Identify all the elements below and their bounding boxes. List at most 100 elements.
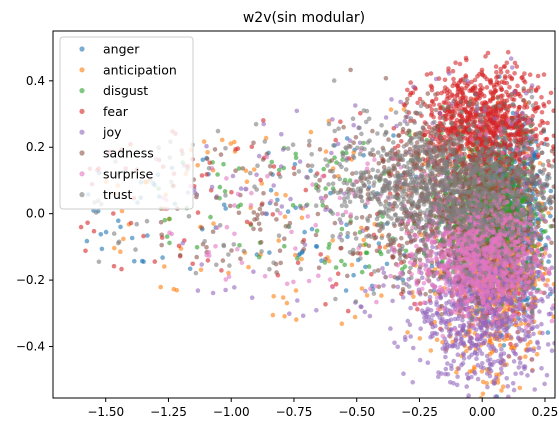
data-point xyxy=(384,261,390,267)
data-point xyxy=(99,246,105,252)
data-point xyxy=(363,264,368,270)
data-point xyxy=(541,72,547,77)
data-point xyxy=(349,262,355,268)
data-point xyxy=(345,308,351,314)
data-point xyxy=(428,300,433,306)
data-point xyxy=(259,181,265,186)
data-point xyxy=(205,150,210,155)
data-point xyxy=(366,264,372,269)
data-point xyxy=(502,362,508,368)
data-point xyxy=(516,365,522,370)
data-point xyxy=(236,166,242,171)
data-point xyxy=(308,168,313,173)
data-point xyxy=(505,121,511,126)
data-point xyxy=(111,263,117,269)
data-point xyxy=(482,93,487,99)
data-point xyxy=(235,204,241,209)
data-point xyxy=(415,100,421,106)
data-point xyxy=(427,294,433,300)
data-point xyxy=(539,118,545,124)
data-point xyxy=(342,262,348,268)
data-point xyxy=(187,266,193,272)
data-point xyxy=(442,77,448,83)
data-point xyxy=(405,330,410,335)
data-point xyxy=(513,320,519,326)
data-point xyxy=(323,302,328,307)
data-point xyxy=(556,313,559,318)
data-point xyxy=(152,259,158,264)
data-point xyxy=(205,258,211,263)
data-point xyxy=(486,122,492,128)
data-point xyxy=(495,74,501,79)
data-point xyxy=(274,191,279,197)
data-point xyxy=(204,172,209,177)
data-point xyxy=(539,140,544,146)
data-point xyxy=(176,243,182,249)
data-point xyxy=(531,294,537,300)
data-point xyxy=(280,295,286,300)
data-point xyxy=(499,87,505,92)
data-point xyxy=(505,69,510,74)
data-point xyxy=(211,221,216,226)
data-point xyxy=(487,116,493,121)
data-point xyxy=(539,321,544,327)
data-point xyxy=(517,360,523,366)
data-point xyxy=(285,209,291,214)
data-point xyxy=(484,381,490,386)
data-point xyxy=(555,112,559,117)
data-point xyxy=(436,374,441,380)
data-point xyxy=(269,159,275,165)
data-point xyxy=(496,109,501,115)
data-point xyxy=(465,330,471,335)
data-point xyxy=(539,95,544,100)
data-point xyxy=(417,357,423,363)
data-point xyxy=(339,258,344,264)
data-point xyxy=(494,122,499,127)
data-point xyxy=(486,111,491,117)
data-point xyxy=(465,114,470,120)
data-point xyxy=(439,327,445,333)
data-point xyxy=(488,79,494,85)
data-point xyxy=(460,91,465,96)
data-point xyxy=(313,244,319,249)
data-point xyxy=(439,318,444,324)
data-point xyxy=(461,351,466,356)
data-point xyxy=(523,318,528,323)
data-point xyxy=(164,234,170,239)
data-point xyxy=(508,341,513,347)
data-point xyxy=(417,96,423,102)
data-point xyxy=(327,241,332,247)
data-point xyxy=(344,222,349,227)
data-point xyxy=(141,259,146,265)
data-point xyxy=(482,100,488,105)
data-point xyxy=(401,371,406,377)
data-point xyxy=(418,301,423,306)
data-point xyxy=(451,76,456,82)
data-point xyxy=(449,363,454,368)
data-point xyxy=(546,99,552,105)
data-point xyxy=(466,393,472,398)
data-point xyxy=(251,167,257,172)
data-point xyxy=(493,375,499,380)
data-point xyxy=(483,54,488,59)
data-point xyxy=(452,316,458,322)
data-point xyxy=(548,90,554,96)
data-point xyxy=(455,352,461,358)
data-point xyxy=(488,332,494,337)
data-point xyxy=(472,364,477,370)
data-point xyxy=(501,351,507,356)
data-point xyxy=(551,281,555,287)
data-point xyxy=(525,373,530,378)
data-point xyxy=(141,233,146,239)
data-point xyxy=(494,69,499,75)
data-point xyxy=(190,261,195,267)
data-point xyxy=(507,74,512,79)
data-point xyxy=(531,331,536,337)
data-point xyxy=(504,80,510,86)
data-point xyxy=(492,89,498,94)
data-point xyxy=(270,312,276,318)
data-point xyxy=(512,60,518,66)
data-point xyxy=(395,143,401,149)
data-point xyxy=(207,160,212,166)
data-point xyxy=(428,348,434,353)
